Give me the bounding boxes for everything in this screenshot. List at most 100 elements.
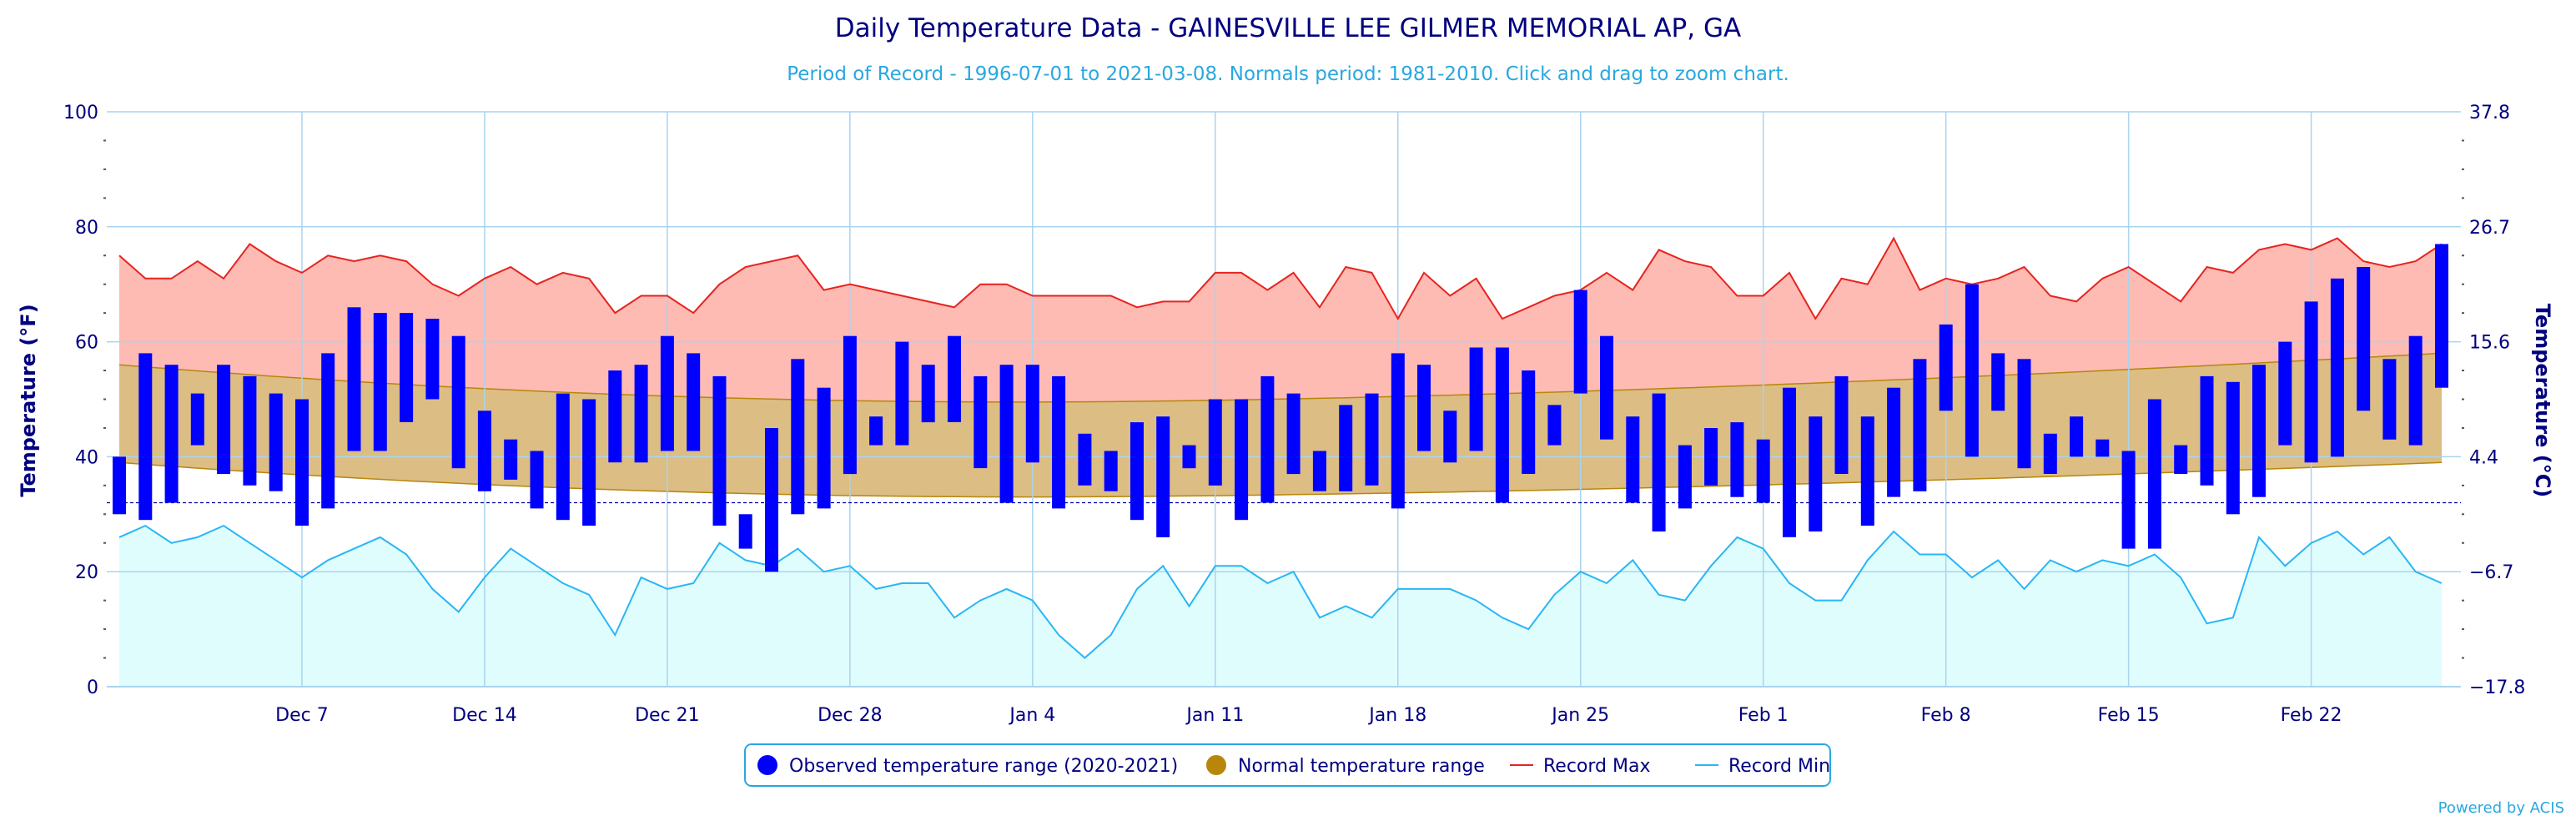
observed-bar	[2304, 301, 2318, 463]
observed-bar	[138, 353, 153, 521]
legend-observed-label: Observed temperature range (2020-2021)	[789, 756, 1178, 777]
observed-bar	[425, 319, 440, 400]
observed-bar	[2357, 267, 2371, 411]
y-tick-label-right: −17.8	[2469, 677, 2525, 698]
observed-bar	[113, 456, 126, 515]
credit-link[interactable]: Powered by ACIS	[2438, 799, 2564, 817]
observed-bar	[1104, 451, 1118, 491]
x-tick-label: Feb 22	[2281, 705, 2342, 726]
observed-bar	[1156, 416, 1170, 537]
observed-bar	[295, 399, 309, 526]
observed-bar	[1965, 284, 1979, 457]
observed-bar	[2382, 359, 2397, 440]
observed-bar	[765, 428, 778, 572]
x-tick-label: Dec 7	[275, 705, 329, 726]
observed-bar	[1522, 370, 1536, 474]
observed-bar	[1365, 393, 1379, 486]
legend-box	[744, 743, 1831, 787]
observed-bar	[2435, 244, 2448, 388]
x-tick-label: Dec 21	[635, 705, 700, 726]
legend-item-observed[interactable]: Observed temperature range (2020-2021)	[757, 755, 1178, 777]
observed-bar	[164, 365, 179, 503]
observed-bar	[895, 341, 909, 446]
observed-bar	[843, 335, 857, 475]
observed-dot-icon	[757, 755, 777, 775]
observed-bar	[1600, 335, 1613, 440]
x-tick-label: Jan 11	[1185, 705, 1244, 726]
observed-bar	[1417, 365, 1431, 451]
observed-bar	[791, 359, 805, 515]
y-tick-label-left: 80	[75, 218, 98, 239]
observed-bar	[1443, 410, 1457, 463]
observed-bar	[1547, 405, 1562, 446]
observed-bar	[190, 393, 204, 446]
observed-bar	[999, 365, 1014, 503]
legend-item-record-min[interactable]: Record Min	[1695, 756, 1830, 777]
observed-bar	[817, 387, 831, 509]
observed-bar	[556, 393, 570, 521]
observed-bar	[451, 335, 465, 469]
observed-bar	[2200, 375, 2214, 486]
observed-bar	[921, 365, 935, 423]
observed-bar	[660, 335, 674, 451]
observed-bar	[1495, 347, 1509, 503]
observed-bar	[1887, 387, 1901, 497]
observed-bar	[1730, 422, 1744, 497]
observed-bar	[687, 353, 701, 451]
observed-bar	[1025, 365, 1039, 463]
observed-bar	[948, 335, 961, 422]
observed-bar	[2252, 365, 2266, 497]
observed-bar	[2174, 445, 2188, 474]
x-tick-label: Feb 8	[1921, 705, 1971, 726]
y-tick-label-right: 15.6	[2469, 333, 2510, 354]
y-tick-label-left: 0	[87, 677, 98, 698]
observed-bar	[2070, 416, 2084, 457]
observed-bar	[1704, 428, 1718, 486]
observed-bar	[2121, 451, 2136, 549]
observed-bar	[1339, 405, 1353, 491]
normal-dot-icon	[1206, 755, 1226, 775]
observed-bar	[2147, 399, 2161, 549]
y-axis-label-left: Temperature (°F)	[17, 304, 40, 496]
x-tick-label: Feb 15	[2098, 705, 2160, 726]
observed-bar	[1052, 375, 1066, 509]
observed-bar	[217, 365, 231, 475]
legend-item-record-max[interactable]: Record Max	[1510, 756, 1651, 777]
y-tick-label-left: 40	[75, 447, 98, 468]
record-min-line	[118, 524, 2443, 659]
observed-bar	[1756, 439, 1770, 503]
observed-bar	[477, 410, 491, 491]
plot-area[interactable]	[107, 111, 2461, 688]
observed-bar	[608, 370, 622, 463]
observed-bar	[1469, 347, 1483, 451]
observed-bar	[2043, 433, 2057, 474]
observed-bar	[1783, 387, 1796, 537]
observed-bar	[2017, 359, 2031, 469]
observed-bar	[321, 353, 335, 509]
normal-low-line	[118, 461, 2443, 498]
y-tick-label-left: 60	[75, 333, 98, 354]
legend-record-min-label: Record Min	[1728, 756, 1830, 777]
observed-bar	[1130, 422, 1144, 521]
observed-bar	[1391, 353, 1405, 509]
y-tick-label-right: −6.7	[2469, 562, 2513, 583]
observed-bar	[504, 439, 518, 480]
legend[interactable]: Observed temperature range (2020-2021) N…	[744, 743, 1831, 787]
observed-bar	[634, 365, 648, 463]
x-tick-label: Dec 28	[818, 705, 883, 726]
x-tick-label: Jan 18	[1367, 705, 1426, 726]
observed-bar	[1939, 324, 1953, 411]
observed-bar	[1860, 416, 1874, 526]
observed-bar	[2226, 381, 2240, 515]
observed-bar	[1913, 359, 1927, 491]
observed-bar	[347, 307, 361, 451]
observed-bar	[1078, 433, 1092, 486]
axes: 0 −17.8 20 −6.7 40 4.4 60 15.6 80 26.7 100 37.8 Dec …	[63, 103, 2525, 726]
legend-item-normal[interactable]: Normal temperature range	[1206, 755, 1485, 777]
observed-bar	[373, 313, 387, 451]
legend-record-max-label: Record Max	[1543, 756, 1651, 777]
x-tick-label: Dec 14	[452, 705, 517, 726]
y-tick-label-right: 37.8	[2469, 103, 2510, 123]
observed-bar	[1573, 290, 1587, 394]
